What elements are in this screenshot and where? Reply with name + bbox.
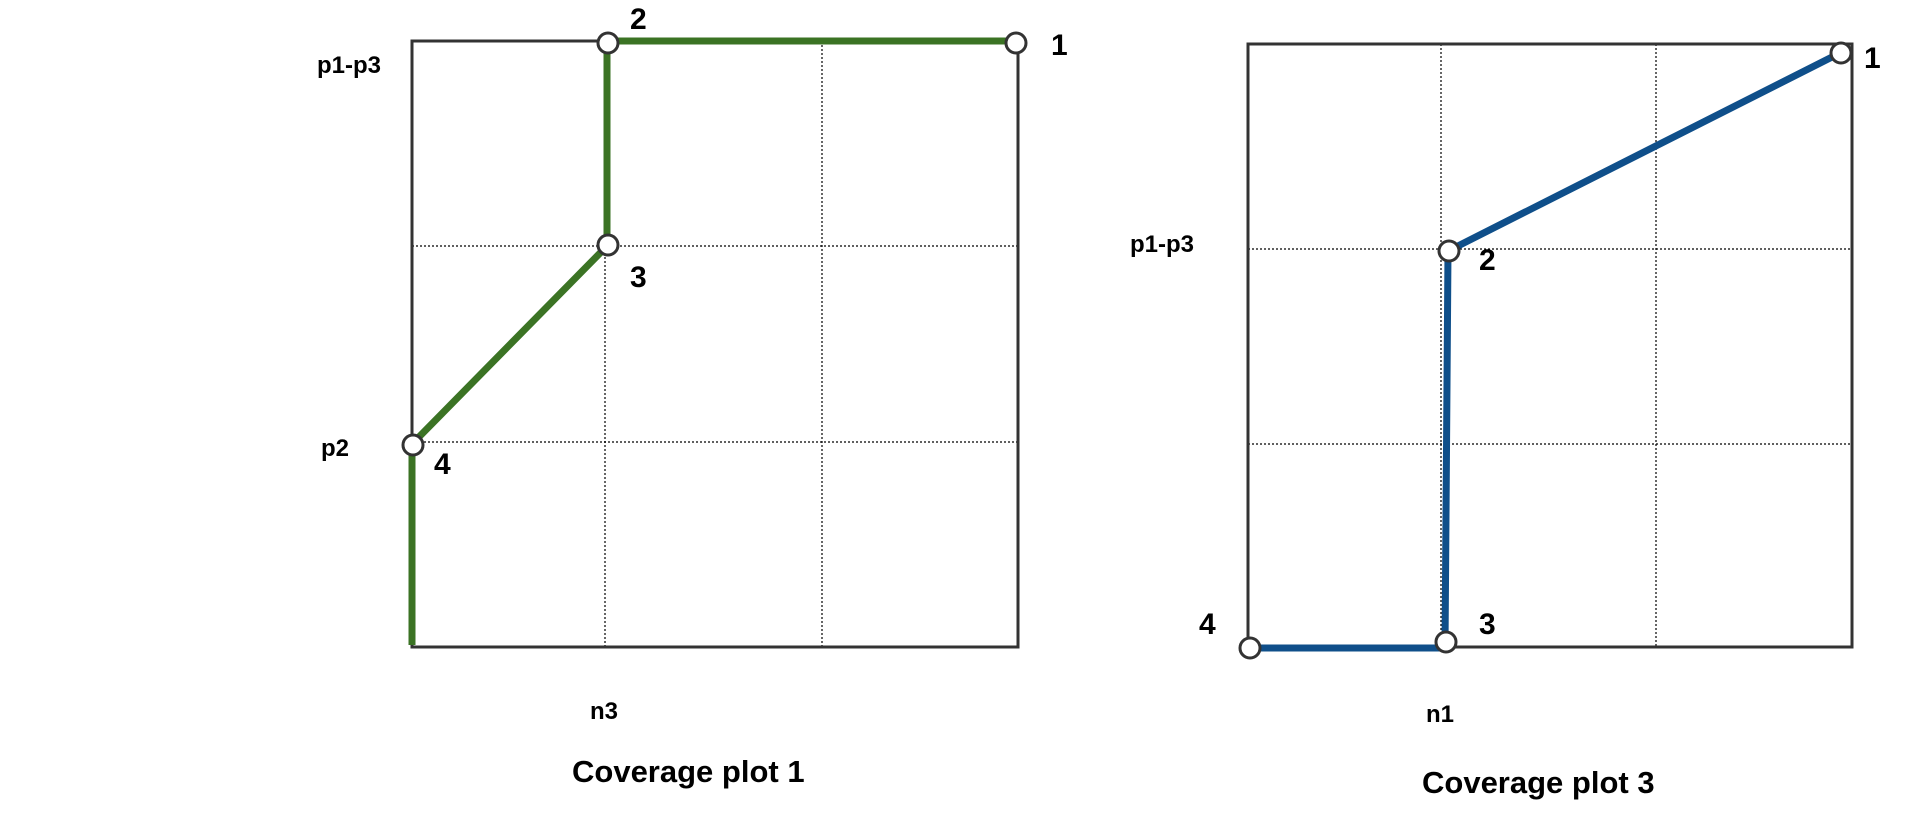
plot1-node-4 xyxy=(401,433,425,457)
plot1-frame xyxy=(410,39,1020,649)
plot3-coverage-path xyxy=(1250,49,1842,652)
plot3-node-1-label: 1 xyxy=(1864,42,1881,75)
plot3-node-1 xyxy=(1829,41,1853,65)
plot1-coverage-path xyxy=(408,37,1018,645)
plot3-y-label: p1-p3 xyxy=(1130,231,1194,258)
plot3-frame xyxy=(1246,42,1854,649)
plot3-caption: Coverage plot 3 xyxy=(1422,765,1655,800)
plot1-node-1 xyxy=(1004,31,1028,55)
coverage-plot-3: 1 2 3 4 p1-p3 n1 Coverage plot 3 xyxy=(1130,41,1881,800)
plot1-node-3 xyxy=(596,233,620,257)
coverage-plot-1: 1 2 3 4 p1-p3 p2 n3 Coverage plot 1 xyxy=(317,3,1068,789)
plot3-node-4 xyxy=(1238,636,1262,660)
plot3-node-3 xyxy=(1434,630,1458,654)
plot1-y-label-middle: p2 xyxy=(321,435,349,462)
plot3-x-label: n1 xyxy=(1426,701,1454,728)
plot1-node-4-label: 4 xyxy=(434,448,451,481)
plot1-x-label: n3 xyxy=(590,698,618,725)
plot3-node-2 xyxy=(1437,239,1461,263)
plot1-node-2 xyxy=(596,31,620,55)
plot3-node-2-label: 2 xyxy=(1479,244,1496,277)
plot1-y-label-top: p1-p3 xyxy=(317,52,381,79)
plot3-node-3-label: 3 xyxy=(1479,608,1496,641)
plot1-caption: Coverage plot 1 xyxy=(572,754,805,789)
plot1-node-1-label: 1 xyxy=(1051,29,1068,62)
plot3-node-4-label: 4 xyxy=(1199,608,1216,641)
plot1-node-2-label: 2 xyxy=(630,3,647,36)
plot1-node-3-label: 3 xyxy=(630,261,647,294)
